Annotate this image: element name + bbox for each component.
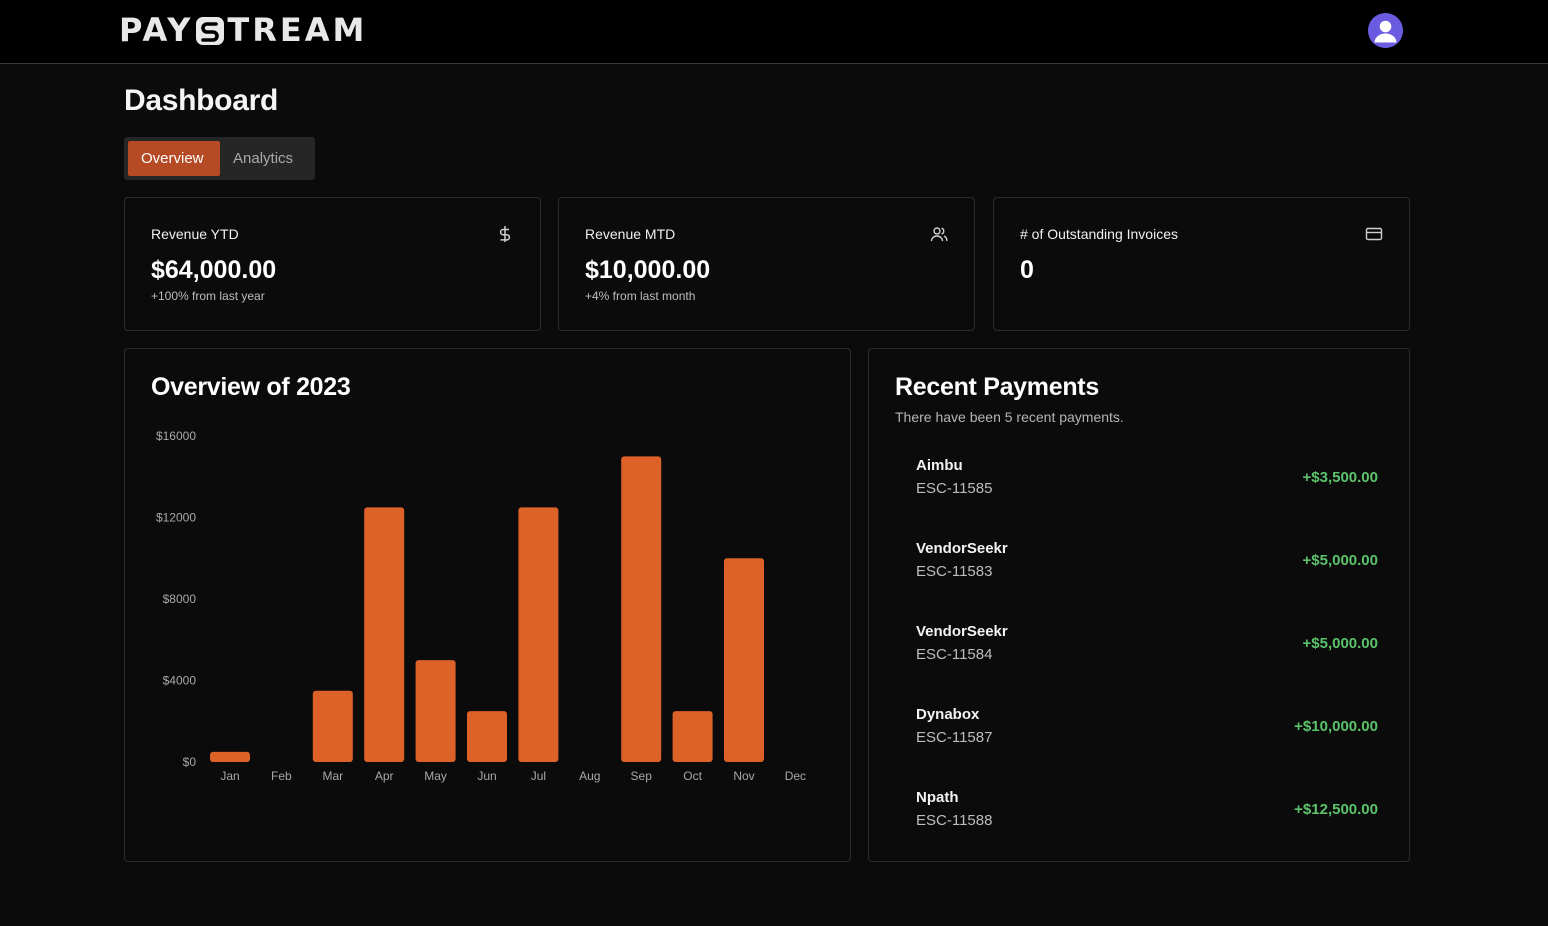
brand-logo[interactable]: PAY TREAM xyxy=(119,12,367,48)
payment-id: ESC-11583 xyxy=(916,563,993,580)
credit-card-icon xyxy=(1365,227,1383,241)
x-tick-label: Apr xyxy=(375,769,394,783)
bar-nov[interactable] xyxy=(724,558,764,762)
stat-card-revenue-ytd: Revenue YTD $64,000.00 +100% from last y… xyxy=(124,197,541,331)
bar-may[interactable] xyxy=(415,660,456,762)
stat-value: $64,000.00 xyxy=(151,256,277,284)
stat-value: 0 xyxy=(1020,256,1034,284)
brand-text-right: TREAM xyxy=(227,11,368,49)
x-tick-label: May xyxy=(424,769,447,783)
user-avatar-icon xyxy=(1368,13,1403,48)
stat-change: +100% from last year xyxy=(151,289,265,303)
payment-vendor: Dynabox xyxy=(916,706,980,723)
stat-label: Revenue YTD xyxy=(151,226,239,242)
brand-s-icon xyxy=(196,17,225,45)
stat-value: $10,000.00 xyxy=(585,256,711,284)
x-tick-label: Jul xyxy=(531,769,546,783)
stat-card-outstanding-invoices: # of Outstanding Invoices 0 xyxy=(993,197,1410,331)
y-tick-label: $0 xyxy=(183,755,197,769)
x-tick-label: Oct xyxy=(683,769,702,783)
users-icon xyxy=(930,227,948,242)
tab-analytics[interactable]: Analytics xyxy=(233,150,294,167)
revenue-bar-chart: $0 $4000 $8000 $12000 $16000 Jan Feb Mar Apr May J… xyxy=(156,429,806,783)
bar-jun[interactable] xyxy=(467,711,507,762)
stat-change: +4% from last month xyxy=(585,289,696,303)
bar-oct[interactable] xyxy=(672,711,713,762)
top-bar: PAY TREAM xyxy=(0,0,1548,64)
recent-payments-card: Recent Payments There have been 5 recent… xyxy=(868,348,1410,862)
brand-text-left: PAY xyxy=(119,11,194,49)
view-tabs: Overview Analytics xyxy=(124,137,315,180)
y-tick-label: $16000 xyxy=(156,429,196,443)
x-tick-label: Dec xyxy=(785,769,806,783)
payment-id: ESC-11585 xyxy=(916,480,993,497)
bar-jul[interactable] xyxy=(518,507,559,762)
overview-chart-card: Overview of 2023 $0 $4000 $8000 $12000 $1600… xyxy=(124,348,851,862)
y-tick-label: $4000 xyxy=(163,674,197,688)
recent-payments-subtitle: There have been 5 recent payments. xyxy=(895,409,1124,425)
payment-row[interactable]: Dynabox ESC-11587 +$10,000.00 xyxy=(916,706,1378,756)
page-title: Dashboard xyxy=(124,84,278,117)
x-tick-label: Mar xyxy=(322,769,343,783)
payment-id: ESC-11584 xyxy=(916,646,993,663)
payment-vendor: Npath xyxy=(916,789,959,806)
bar-sep[interactable] xyxy=(621,456,662,762)
x-tick-label: Aug xyxy=(579,769,600,783)
payment-id: ESC-11587 xyxy=(916,729,993,746)
payment-row[interactable]: VendorSeekr ESC-11583 +$5,000.00 xyxy=(916,540,1378,590)
y-tick-label: $12000 xyxy=(156,511,196,525)
dollar-icon xyxy=(499,226,511,242)
payment-row[interactable]: Npath ESC-11588 +$12,500.00 xyxy=(916,789,1378,839)
x-tick-label: Sep xyxy=(631,769,653,783)
bar-apr[interactable] xyxy=(364,507,405,762)
bar-jan[interactable] xyxy=(210,751,250,762)
chart-title: Overview of 2023 xyxy=(151,373,351,401)
payment-vendor: Aimbu xyxy=(916,457,963,474)
bar-mar[interactable] xyxy=(312,690,353,762)
stat-label: Revenue MTD xyxy=(585,226,676,242)
payment-row[interactable]: VendorSeekr ESC-11584 +$5,000.00 xyxy=(916,623,1378,673)
stat-label: # of Outstanding Invoices xyxy=(1020,226,1178,242)
stat-card-revenue-mtd: Revenue MTD $10,000.00 +4% from last mon… xyxy=(558,197,975,331)
payment-amount: +$5,000.00 xyxy=(1302,635,1379,652)
payment-amount: +$5,000.00 xyxy=(1302,552,1379,569)
y-tick-label: $8000 xyxy=(163,592,197,606)
payment-amount: +$12,500.00 xyxy=(1294,801,1378,818)
x-tick-label: Nov xyxy=(733,769,754,783)
payment-id: ESC-11588 xyxy=(916,812,993,829)
tab-overview[interactable]: Overview xyxy=(128,141,220,176)
recent-payments-title: Recent Payments xyxy=(895,373,1099,401)
payment-vendor: VendorSeekr xyxy=(916,623,1008,640)
payment-row[interactable]: Aimbu ESC-11585 +$3,500.00 xyxy=(916,457,1378,507)
payment-amount: +$3,500.00 xyxy=(1302,469,1379,486)
x-tick-label: Feb xyxy=(271,769,292,783)
payment-vendor: VendorSeekr xyxy=(916,540,1008,557)
x-tick-label: Jan xyxy=(220,769,239,783)
user-avatar[interactable] xyxy=(1368,13,1403,48)
payment-amount: +$10,000.00 xyxy=(1294,718,1378,735)
x-tick-label: Jun xyxy=(477,769,496,783)
